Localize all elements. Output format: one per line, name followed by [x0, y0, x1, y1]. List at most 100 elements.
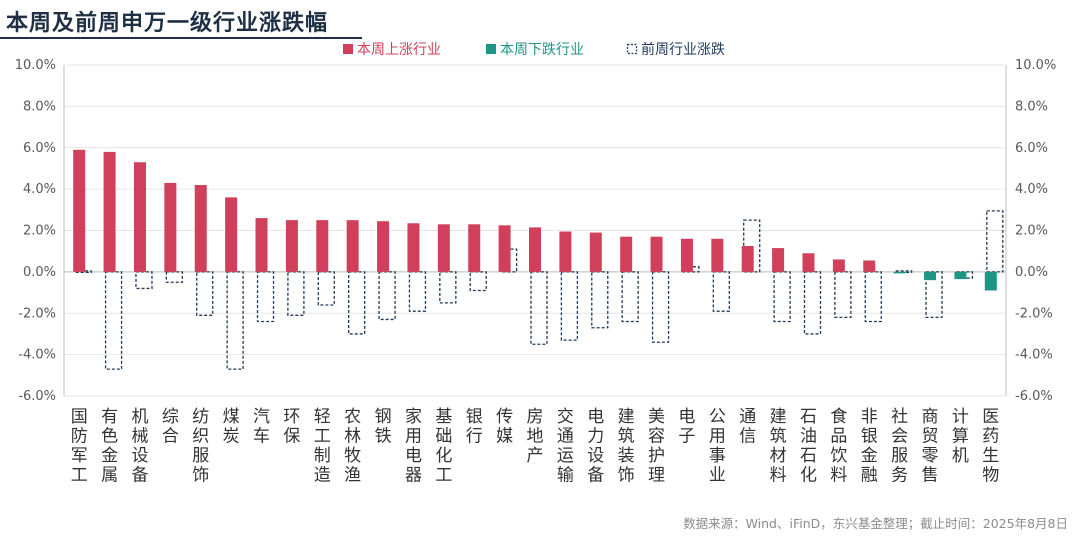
rise-bar — [437, 224, 450, 272]
x-tick-label: 石油石化 — [800, 407, 817, 486]
rise-bar — [832, 259, 845, 272]
x-tick-label: 电子 — [678, 407, 695, 447]
prev-week-bar — [560, 271, 579, 341]
y-tick-label: 0.0% — [23, 265, 56, 280]
y-axis-right: 10.0% 8.0% 6.0% 4.0% 2.0% 0.0% -2.0% -4.0% -6.0% — [1015, 58, 1056, 404]
gridlines — [63, 64, 1007, 397]
legend: 本周上涨行业 本周下跌行业 前周行业涨跌 — [343, 41, 725, 58]
x-tick-label: 社会服务 — [891, 407, 908, 486]
y-axis-left: 10.0% 8.0% 6.0% 4.0% 2.0% 0.0% -2.0% -4.0% -6.0% — [15, 58, 56, 404]
prev-week-bar — [834, 271, 852, 319]
x-tick-label: 商贸零售 — [922, 407, 939, 486]
x-tick-label: 建筑装饰 — [618, 407, 635, 486]
rise-bar — [316, 220, 329, 272]
x-axis-labels: 国防军工有色金属机械设备综合纺织服饰煤炭汽车环保轻工制造农林牧渔钢铁家用电器基础… — [71, 407, 1000, 486]
rise-bar — [772, 248, 785, 272]
rise-bar — [589, 232, 602, 272]
fall-bar — [893, 271, 906, 274]
legend-label: 前周行业涨跌 — [641, 41, 725, 58]
y-tick-label-right: 4.0% — [1015, 182, 1048, 197]
rise-bar — [377, 221, 390, 272]
prev-week-bar — [348, 271, 366, 335]
legend-label: 本周下跌行业 — [500, 42, 584, 58]
y-tick-label-right: -4.0% — [1015, 348, 1053, 363]
x-tick-label: 机械设备 — [131, 407, 148, 486]
x-tick-label: 房地产 — [527, 407, 544, 466]
y-tick-label: -2.0% — [18, 306, 56, 321]
y-tick-label-right: 6.0% — [1015, 141, 1048, 156]
prev-week-bar — [803, 271, 822, 335]
prev-week-bar — [591, 271, 609, 329]
prev-week-bar — [864, 271, 882, 323]
chart-title: 本周及前周申万一级行业涨跌幅 — [6, 11, 329, 36]
x-tick-label: 煤炭 — [223, 407, 240, 447]
prev-week-bar — [712, 271, 730, 312]
rise-bar — [498, 225, 511, 272]
x-tick-label: 公用事业 — [709, 407, 726, 486]
prev-week-bar — [621, 271, 639, 323]
x-tick-label: 环保 — [283, 407, 300, 447]
rise-bar — [711, 238, 724, 272]
x-tick-label: 传媒 — [496, 407, 513, 447]
y-tick-label: 4.0% — [23, 182, 56, 197]
x-tick-label: 计算机 — [952, 407, 969, 466]
x-tick-label: 家用电器 — [405, 407, 422, 486]
x-tick-label: 农林牧渔 — [344, 407, 361, 486]
prev-week-bar — [773, 271, 791, 323]
prev-week-bar — [135, 271, 153, 290]
rise-bar — [802, 253, 815, 272]
rise-bar — [620, 236, 633, 272]
x-tick-label: 食品饮料 — [830, 407, 847, 486]
y-tick-label-right: 10.0% — [1015, 58, 1056, 73]
prev-week-bar — [530, 271, 548, 345]
prev-week-bar — [196, 271, 214, 316]
rise-bar — [650, 236, 663, 272]
x-tick-label: 电力设备 — [587, 407, 604, 486]
x-tick-label: 建筑材料 — [770, 407, 787, 486]
x-tick-label: 基础化工 — [435, 407, 452, 486]
rise-bar — [559, 231, 572, 272]
x-tick-label: 交通运输 — [557, 407, 574, 486]
y-tick-label: 2.0% — [23, 224, 56, 239]
legend-label: 本周上涨行业 — [357, 42, 441, 58]
rise-bar — [741, 246, 754, 272]
y-tick-label: -4.0% — [18, 348, 56, 363]
prev-week-bar — [256, 271, 275, 323]
y-tick-label-right: -6.0% — [1015, 389, 1053, 404]
prev-week-bar — [378, 271, 396, 321]
rise-bar — [346, 220, 359, 272]
rise-bar — [255, 218, 268, 272]
prev-week-bar — [439, 271, 457, 304]
rise-bar — [529, 227, 541, 272]
x-tick-label: 非银金融 — [861, 407, 878, 486]
fall-bar — [984, 271, 997, 291]
y-tick-label: 6.0% — [23, 141, 56, 156]
legend-swatch — [343, 44, 353, 54]
source-note: 数据来源：Wind、iFinD，东兴基金整理；截止时间：2025年8月8日 — [683, 516, 1068, 531]
fall-bar — [924, 271, 937, 281]
x-tick-label: 银行 — [466, 407, 483, 447]
rise-bar — [133, 162, 146, 272]
rise-bar — [73, 149, 86, 272]
rise-bar — [680, 238, 693, 272]
prev-week-bar — [986, 210, 1004, 273]
rise-bar — [863, 260, 876, 272]
y-tick-label: 8.0% — [23, 99, 56, 114]
prev-week-bar — [469, 271, 487, 292]
y-tick-label: -6.0% — [18, 389, 56, 404]
y-tick-label-right: 2.0% — [1015, 224, 1048, 239]
y-tick-label-right: -2.0% — [1015, 306, 1053, 321]
x-tick-label: 纺织服饰 — [192, 407, 209, 486]
rise-bar — [407, 223, 420, 272]
legend-swatch — [626, 43, 638, 55]
rise-bar — [285, 220, 298, 272]
title-underline — [0, 37, 362, 39]
rise-bar — [103, 151, 116, 272]
x-tick-label: 医药生物 — [982, 407, 999, 486]
x-tick-label: 钢铁 — [375, 407, 392, 447]
prev-week-bar — [317, 271, 335, 306]
rise-bar — [468, 224, 481, 272]
prev-week-bar — [408, 271, 427, 312]
prev-week-bar — [165, 271, 184, 283]
x-tick-label: 国防军工 — [71, 407, 88, 486]
